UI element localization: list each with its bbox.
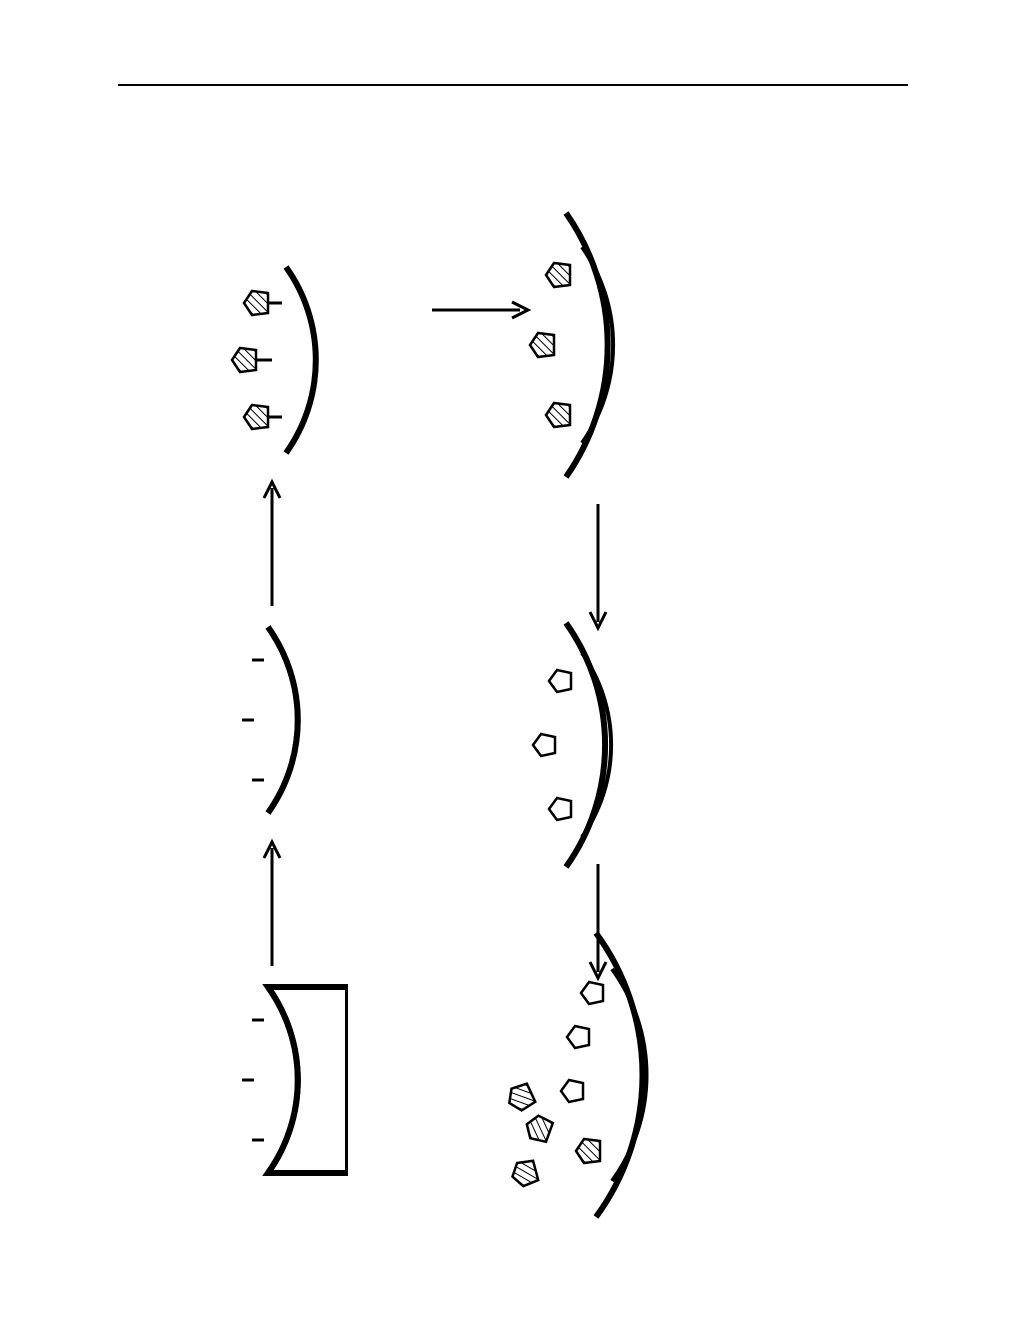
arc-aunp [228,975,348,1185]
arrow-right-icon [262,470,282,610]
arc-shell-bound [508,205,698,485]
header-mid [395,62,408,82]
row-bottom [508,145,738,1205]
arc-aqp-bound [228,255,368,465]
header-rule [118,84,908,86]
arc-shell-rebind [508,925,728,1225]
row-top [228,145,398,1205]
step-silane-shell [508,205,738,485]
arc-shell-empty [508,615,698,875]
arrow-right-icon [262,830,282,970]
step-rebinding [508,925,738,1225]
step-aquaporin-bound [228,255,398,465]
step-aunp-nh2 [228,975,398,1185]
arc-cho [228,615,348,825]
step-cho [228,615,398,825]
arrow-aquaporin [258,470,282,610]
step-template-empty [508,615,738,875]
diagram [118,145,908,1205]
figure-area [118,145,908,1205]
arrow-aldehyde [258,830,282,970]
